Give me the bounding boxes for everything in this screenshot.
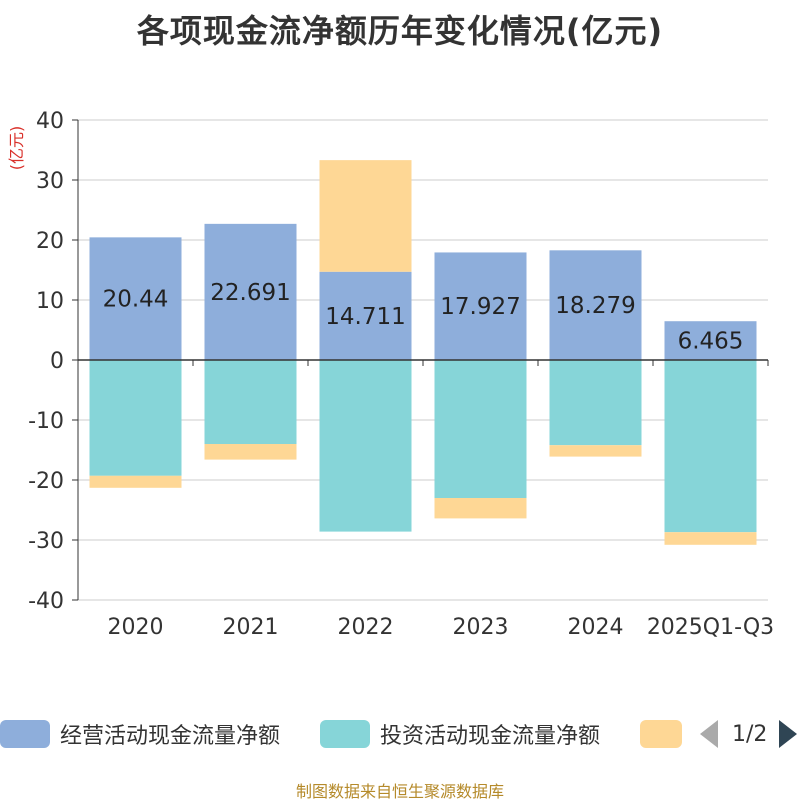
bar-segment xyxy=(204,223,297,360)
bar-segment xyxy=(89,475,182,488)
x-tick-label: 2025Q1-Q3 xyxy=(647,615,774,640)
bar-segment xyxy=(434,498,527,519)
bar-segment xyxy=(664,532,757,545)
source-note: 制图数据来自恒生聚源数据库 xyxy=(295,782,504,801)
data-label: 14.711 xyxy=(325,304,405,330)
y-tick-label: -40 xyxy=(28,589,64,614)
data-label: 18.279 xyxy=(555,293,635,319)
y-tick-label: -30 xyxy=(28,529,64,554)
bar-segment xyxy=(319,360,412,532)
legend-swatch-investing xyxy=(320,720,370,748)
bar-segment xyxy=(664,360,757,533)
y-tick-label: -20 xyxy=(28,469,64,494)
x-tick-label: 2021 xyxy=(223,615,279,640)
bar-segment xyxy=(664,321,757,360)
y-tick-label: 10 xyxy=(36,289,64,314)
bar-segment xyxy=(319,160,412,272)
legend-label-operating: 经营活动现金流量净额 xyxy=(60,724,281,749)
chart-title: 各项现金流净额历年变化情况(亿元) xyxy=(136,12,664,50)
bar-segment xyxy=(89,360,182,476)
x-tick-label: 2020 xyxy=(108,615,164,640)
data-label: 20.44 xyxy=(103,287,169,313)
legend-swatch-operating xyxy=(0,720,50,748)
x-tick-label: 2024 xyxy=(568,615,624,640)
bar-segment xyxy=(434,360,527,498)
data-label: 6.465 xyxy=(678,329,744,355)
bar-segment xyxy=(549,360,642,446)
legend-pager: 1/2 xyxy=(700,716,798,752)
pager-text: 1/2 xyxy=(732,721,768,747)
x-tick-label: 2023 xyxy=(453,615,509,640)
y-tick-label: 0 xyxy=(50,349,64,374)
y-tick-label: -10 xyxy=(28,409,64,434)
bar-segment xyxy=(319,271,412,360)
legend-item-financing[interactable] xyxy=(640,716,682,752)
legend-swatch-financing xyxy=(640,720,682,748)
bar-segment xyxy=(434,252,527,360)
bar-segment xyxy=(89,237,182,360)
y-axis-label: (亿元) xyxy=(7,126,26,171)
legend: 经营活动现金流量净额 投资活动现金流量净额 1/2 xyxy=(0,716,800,752)
pager-next-icon[interactable] xyxy=(779,720,798,748)
legend-label-investing: 投资活动现金流量净额 xyxy=(380,724,601,749)
legend-item-operating[interactable]: 经营活动现金流量净额 xyxy=(0,716,280,752)
x-tick-label: 2022 xyxy=(338,615,394,640)
data-label: 22.691 xyxy=(210,280,290,306)
y-tick-label: 40 xyxy=(36,109,64,134)
stacked-bar-chart: 40 30 20 10 0 -10 -20 -30 -40 (亿元) 20.44 22.691 14.7… xyxy=(7,109,774,640)
legend-item-investing[interactable]: 投资活动现金流量净额 xyxy=(320,716,600,752)
y-tick-label: 30 xyxy=(36,169,64,194)
bar-segment xyxy=(549,250,642,360)
bar-segment xyxy=(204,444,297,460)
data-label: 17.927 xyxy=(440,294,520,320)
bar-segment xyxy=(204,360,297,444)
pager-prev-icon[interactable] xyxy=(700,720,718,748)
bar-segment xyxy=(549,445,642,457)
y-tick-label: 20 xyxy=(36,229,64,254)
